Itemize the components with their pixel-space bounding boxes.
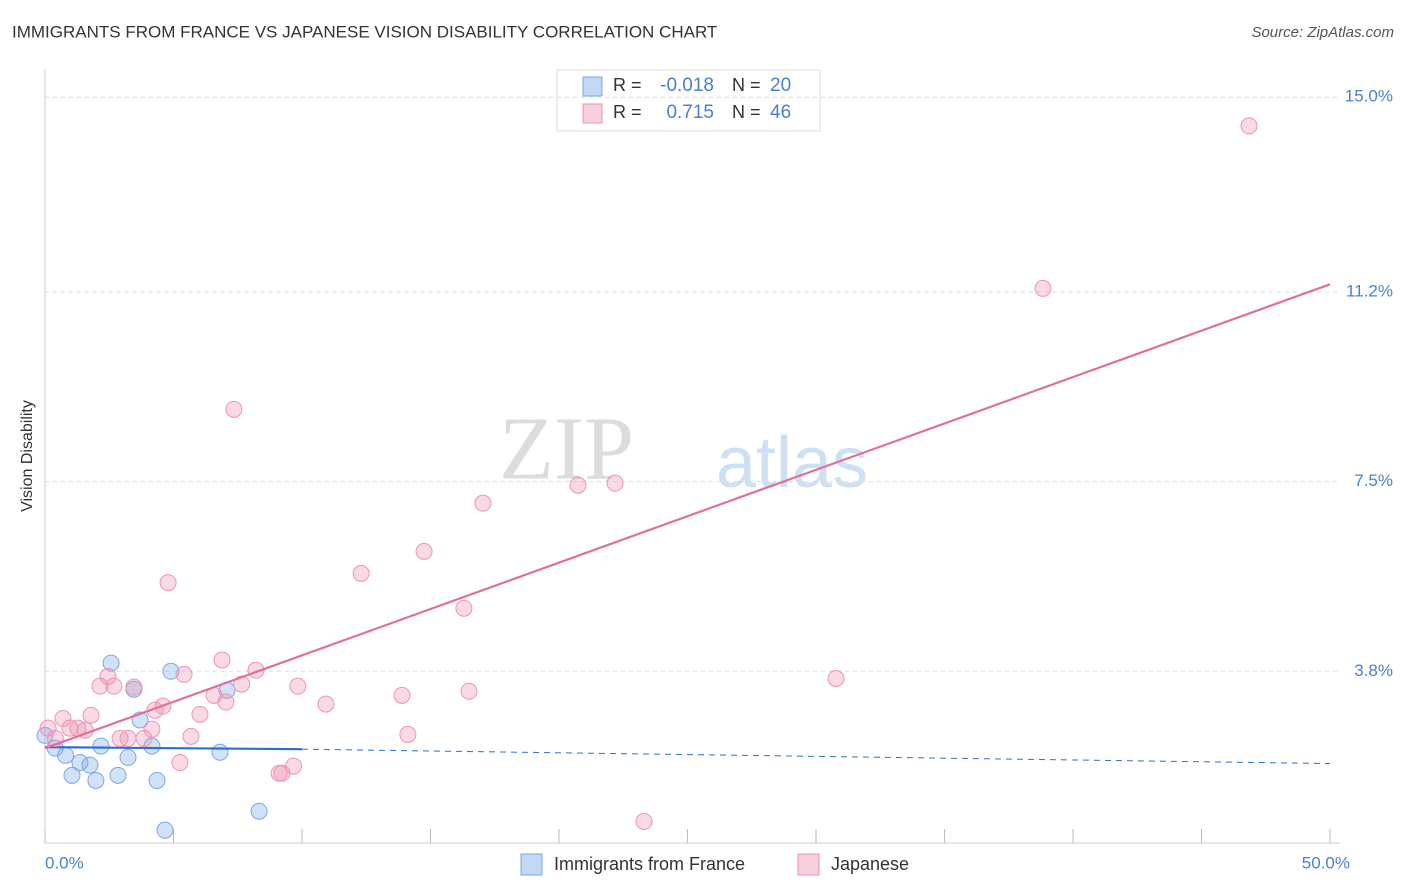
- point: [57, 746, 75, 764]
- point: [225, 400, 243, 418]
- point: [175, 665, 193, 683]
- point: [102, 654, 120, 672]
- point: [285, 757, 303, 775]
- legend-swatch: [582, 76, 603, 97]
- point: [119, 748, 137, 766]
- stat-label: N =: [732, 102, 761, 122]
- stat-label: R =: [613, 102, 642, 122]
- point: [119, 729, 137, 747]
- point: [63, 766, 81, 784]
- point: [455, 599, 473, 617]
- point: [393, 686, 411, 704]
- point: [1240, 117, 1258, 135]
- point: [1034, 279, 1052, 297]
- point: [171, 754, 189, 772]
- legend: [556, 69, 821, 132]
- point: [109, 766, 127, 784]
- legend-swatch: [797, 853, 820, 876]
- point: [606, 474, 624, 492]
- watermark: atlas: [716, 423, 868, 503]
- trend-line: [301, 748, 1331, 765]
- point: [415, 542, 433, 560]
- point: [87, 771, 105, 789]
- point: [99, 667, 117, 685]
- point: [82, 706, 100, 724]
- point: [105, 677, 123, 695]
- trend-line: [44, 746, 303, 751]
- point: [162, 662, 180, 680]
- point: [399, 725, 417, 743]
- legend-swatch: [520, 853, 543, 876]
- point: [352, 564, 370, 582]
- stat-label: N =: [732, 75, 761, 95]
- point: [159, 574, 177, 592]
- n-value: 46: [770, 102, 791, 123]
- y-tick-label: 15.0%: [1345, 87, 1393, 106]
- point: [474, 494, 492, 512]
- legend-label: Japanese: [831, 854, 909, 874]
- x-tick-label: 50.0%: [1302, 853, 1350, 872]
- y-tick-label: 11.2%: [1346, 281, 1393, 300]
- point: [569, 476, 587, 494]
- point: [827, 669, 845, 687]
- y-axis-label: Vision Disability: [19, 400, 36, 512]
- point: [635, 812, 653, 830]
- stat-label: R =: [613, 75, 642, 95]
- point: [92, 737, 110, 755]
- watermark: ZIP: [499, 400, 634, 499]
- legend-frame: [556, 69, 821, 132]
- point: [191, 705, 209, 723]
- legend-swatch: [582, 103, 603, 124]
- point: [317, 695, 335, 713]
- point: [460, 682, 478, 700]
- y-tick-label: 7.5%: [1354, 471, 1393, 490]
- point: [81, 756, 99, 774]
- point: [211, 743, 229, 761]
- y-tick-label: 3.8%: [1354, 661, 1393, 680]
- source: Source: ZipAtlas.com: [1251, 24, 1394, 41]
- point: [182, 727, 200, 745]
- point: [289, 677, 307, 695]
- point: [148, 771, 166, 789]
- chart-title: IMMIGRANTS FROM FRANCE VS JAPANESE VISIO…: [12, 22, 717, 41]
- point: [71, 754, 89, 772]
- n-value: 20: [770, 75, 791, 96]
- point: [250, 802, 268, 820]
- point: [156, 821, 174, 839]
- r-value: -0.018: [660, 75, 714, 96]
- trend-line: [44, 283, 1331, 750]
- point: [213, 651, 231, 669]
- x-tick-label: 0.0%: [45, 853, 84, 872]
- point: [54, 709, 72, 727]
- r-value: 0.715: [666, 102, 714, 123]
- point: [125, 678, 143, 696]
- point: [217, 693, 235, 711]
- legend-label: Immigrants from France: [554, 854, 745, 874]
- point: [143, 720, 161, 738]
